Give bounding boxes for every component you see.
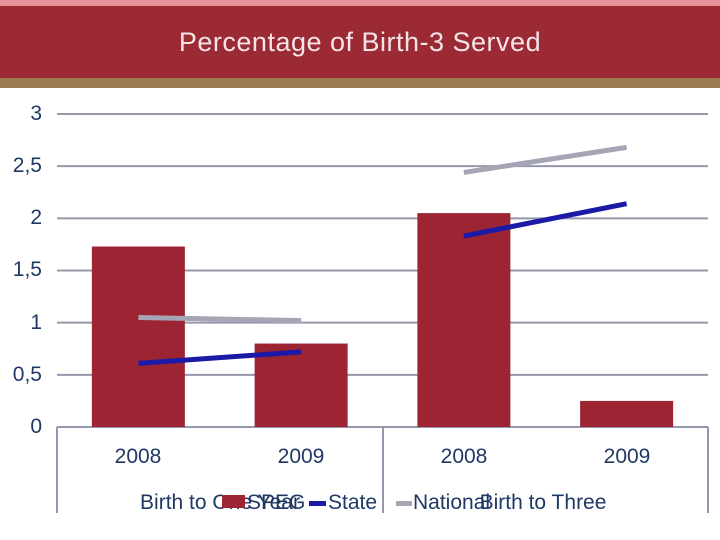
y-axis-label: 2,5 — [12, 154, 42, 177]
x-axis-label: 2008 — [440, 445, 488, 468]
x-axis-label: 2009 — [277, 445, 325, 468]
legend-swatch-speg — [222, 495, 245, 508]
trend-line-state — [463, 201, 628, 239]
group-label-birth-to-one-year: Birth to One Year — [140, 491, 300, 514]
bar-speg-1 — [254, 343, 348, 427]
y-axis-label: 1,5 — [12, 258, 42, 281]
tan-accent-strip — [0, 78, 720, 88]
legend-label-speg: SPEG — [247, 491, 306, 514]
legend-line-marker-state — [309, 501, 326, 506]
legend-label-state: State — [328, 491, 378, 514]
slide-title: Percentage of Birth-3 Served — [178, 26, 542, 57]
y-axis-label: 1 — [30, 311, 42, 334]
x-axis-label: 2009 — [603, 445, 651, 468]
trend-line-national — [463, 144, 628, 175]
bar-speg-2 — [417, 213, 511, 427]
legend-line-marker-national — [396, 501, 412, 506]
bar-speg-0 — [91, 246, 185, 427]
y-axis-label: 0 — [30, 415, 42, 438]
legend-label-national: National — [413, 491, 491, 514]
trend-line-state — [138, 349, 302, 366]
group-label-birth-to-three: Birth to Three — [479, 491, 607, 514]
y-axis-label: 0,5 — [12, 363, 42, 386]
trend-line-national — [138, 314, 302, 324]
y-axis-label: 2 — [30, 206, 42, 229]
x-axis-label: 2008 — [114, 445, 162, 468]
top-accent-strip — [0, 0, 720, 6]
bar-speg-3 — [580, 400, 674, 427]
y-axis-label: 3 — [30, 102, 42, 125]
title-bar: Percentage of Birth-3 Served — [0, 6, 720, 78]
